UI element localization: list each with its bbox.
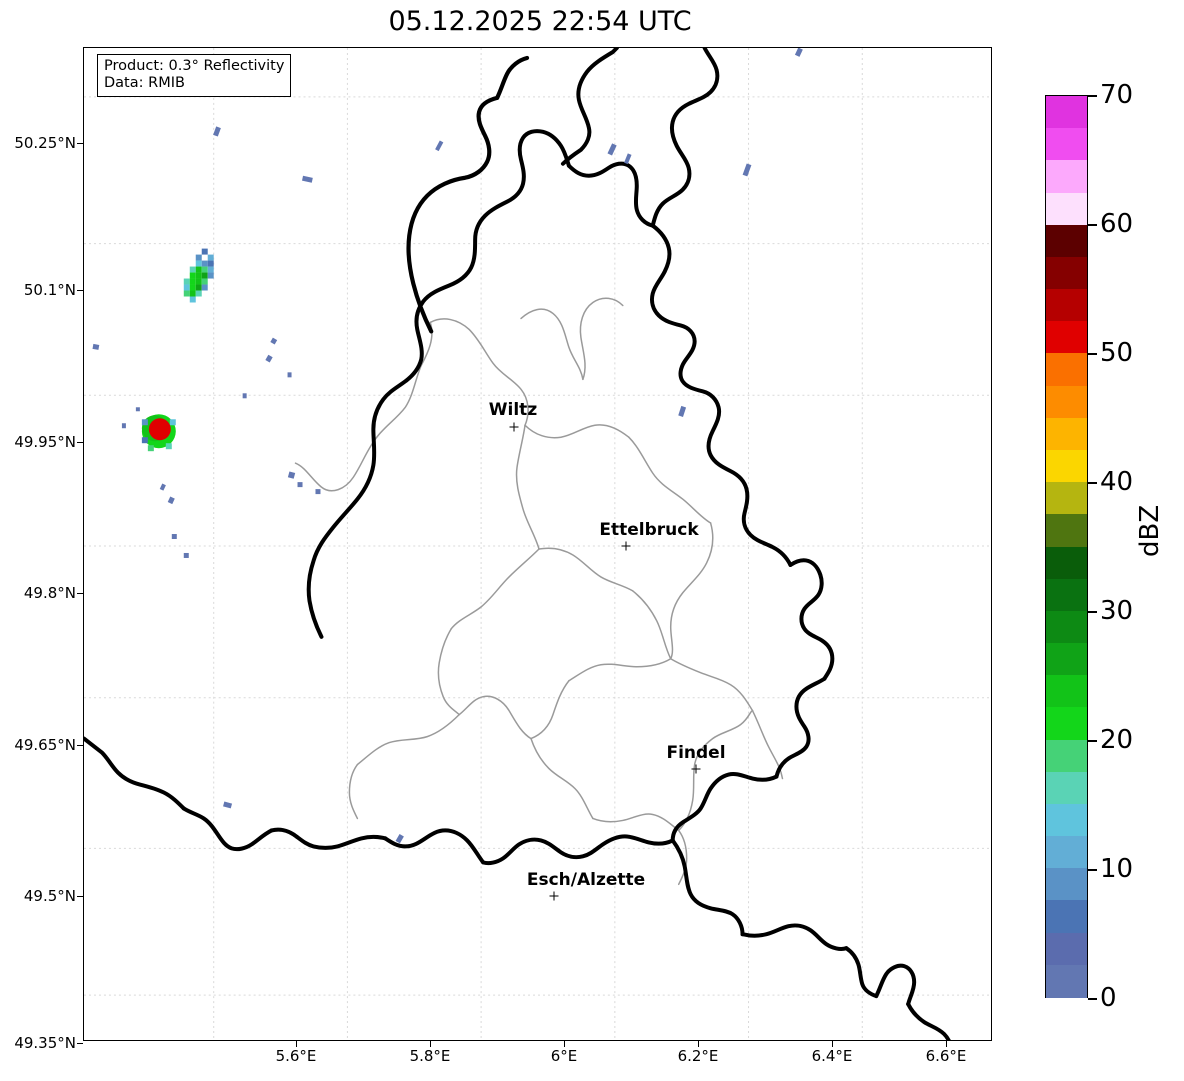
city-label-ettelbruck: Ettelbruck	[599, 520, 699, 540]
city-label-esch-alzette: Esch/Alzette	[526, 870, 646, 890]
city-marker-esch-alzette	[549, 891, 559, 901]
colorbar-band	[1046, 353, 1087, 387]
district-boundaries	[294, 297, 784, 886]
colorbar-tick-mark	[1088, 482, 1097, 484]
colorbar-band	[1046, 224, 1087, 258]
colorbar-band	[1046, 514, 1087, 548]
colorbar[interactable]	[1045, 95, 1088, 999]
colorbar-tick-mark	[1088, 740, 1097, 742]
colorbar-band	[1046, 578, 1087, 612]
latitude-tick-mark	[77, 593, 83, 595]
city-label-wiltz: Wiltz	[488, 400, 538, 420]
longitude-tick-label: 6.6°E	[925, 1047, 967, 1065]
colorbar-band	[1046, 256, 1087, 291]
colorbar-tick-label: 20	[1100, 725, 1134, 755]
radar-echo-secondary	[183, 248, 214, 303]
map-canvas	[84, 48, 991, 1040]
latitude-tick-label: 49.65°N	[14, 736, 76, 754]
colorbar-band	[1046, 836, 1087, 870]
longitude-tick-label: 6.2°E	[677, 1047, 719, 1065]
latitude-tick-label: 49.5°N	[23, 887, 76, 905]
colorbar-band	[1046, 932, 1087, 966]
colorbar-band	[1046, 160, 1087, 194]
info-data-line: Data: RMIB	[104, 75, 185, 92]
colorbar-band	[1046, 546, 1087, 580]
latitude-tick-label: 50.25°N	[14, 134, 76, 152]
longitude-tick-label: 5.8°E	[409, 1047, 451, 1065]
latitude-tick-mark	[77, 745, 83, 747]
colorbar-tick-label: 40	[1100, 467, 1134, 497]
info-product-line: Product: 0.3° Reflectivity	[104, 58, 285, 74]
longitude-tick-mark	[698, 1041, 700, 1047]
longitude-tick-mark	[296, 1041, 298, 1047]
longitude-tick-label: 6°E	[550, 1047, 578, 1065]
colorbar-tick-mark	[1088, 353, 1097, 355]
latitude-tick-mark	[77, 1043, 83, 1045]
latitude-tick-label: 50.1°N	[23, 281, 76, 299]
colorbar-band	[1046, 289, 1087, 323]
colorbar-band	[1046, 739, 1087, 773]
colorbar-band	[1046, 868, 1087, 902]
radar-speckles	[92, 48, 803, 844]
info-box: Product: 0.3° Reflectivity Data: RMIB	[97, 54, 292, 98]
colorbar-band	[1046, 385, 1087, 419]
map-plot-area[interactable]: Product: 0.3° Reflectivity Data: RMIB Wi…	[83, 47, 992, 1041]
city-marker-ettelbruck	[621, 541, 631, 551]
colorbar-band	[1046, 707, 1087, 741]
latitude-tick-label: 49.95°N	[14, 433, 76, 451]
longitude-tick-label: 5.6°E	[275, 1047, 317, 1065]
colorbar-tick-label: 30	[1100, 596, 1134, 626]
colorbar-band	[1046, 482, 1087, 516]
city-marker-wiltz	[509, 422, 519, 432]
latitude-tick-mark	[77, 143, 83, 145]
city-marker-findel	[691, 764, 701, 774]
latitude-tick-mark	[77, 442, 83, 444]
national-border	[406, 55, 530, 334]
longitude-tick-mark	[946, 1041, 948, 1047]
colorbar-tick-label: 50	[1100, 338, 1134, 368]
colorbar-band	[1046, 675, 1087, 709]
latitude-tick-mark	[77, 896, 83, 898]
radar-echo-main	[141, 414, 176, 452]
colorbar-tick-label: 0	[1100, 983, 1117, 1013]
colorbar-tick-mark	[1088, 95, 1097, 97]
colorbar-band	[1046, 643, 1087, 677]
latitude-tick-label: 49.8°N	[23, 584, 76, 602]
colorbar-band	[1046, 321, 1087, 355]
colorbar-band	[1046, 610, 1087, 645]
colorbar-axis-label: dBZ	[1135, 504, 1165, 557]
longitude-tick-mark	[430, 1041, 432, 1047]
country-borders	[84, 48, 951, 1040]
colorbar-band	[1046, 449, 1087, 484]
colorbar-band	[1046, 128, 1087, 162]
colorbar-band	[1046, 771, 1087, 805]
colorbar-tick-mark	[1088, 869, 1097, 871]
grid-lines	[84, 48, 991, 1040]
latitude-tick-mark	[77, 290, 83, 292]
page-title: 05.12.2025 22:54 UTC	[388, 6, 692, 37]
colorbar-tick-label: 10	[1100, 854, 1134, 884]
colorbar-tick-label: 70	[1100, 80, 1134, 110]
colorbar-tick-label: 60	[1100, 209, 1134, 239]
colorbar-band	[1046, 192, 1087, 226]
colorbar-band	[1046, 417, 1087, 452]
latitude-tick-label: 49.35°N	[14, 1034, 76, 1052]
colorbar-tick-mark	[1088, 224, 1097, 226]
longitude-tick-label: 6.4°E	[811, 1047, 853, 1065]
longitude-tick-mark	[564, 1041, 566, 1047]
city-label-findel: Findel	[666, 743, 726, 763]
colorbar-band	[1046, 964, 1087, 999]
colorbar-tick-mark	[1088, 998, 1097, 1000]
colorbar-band	[1046, 900, 1087, 934]
longitude-tick-mark	[832, 1041, 834, 1047]
colorbar-band	[1046, 803, 1087, 838]
colorbar-tick-mark	[1088, 611, 1097, 613]
colorbar-band	[1046, 96, 1087, 130]
